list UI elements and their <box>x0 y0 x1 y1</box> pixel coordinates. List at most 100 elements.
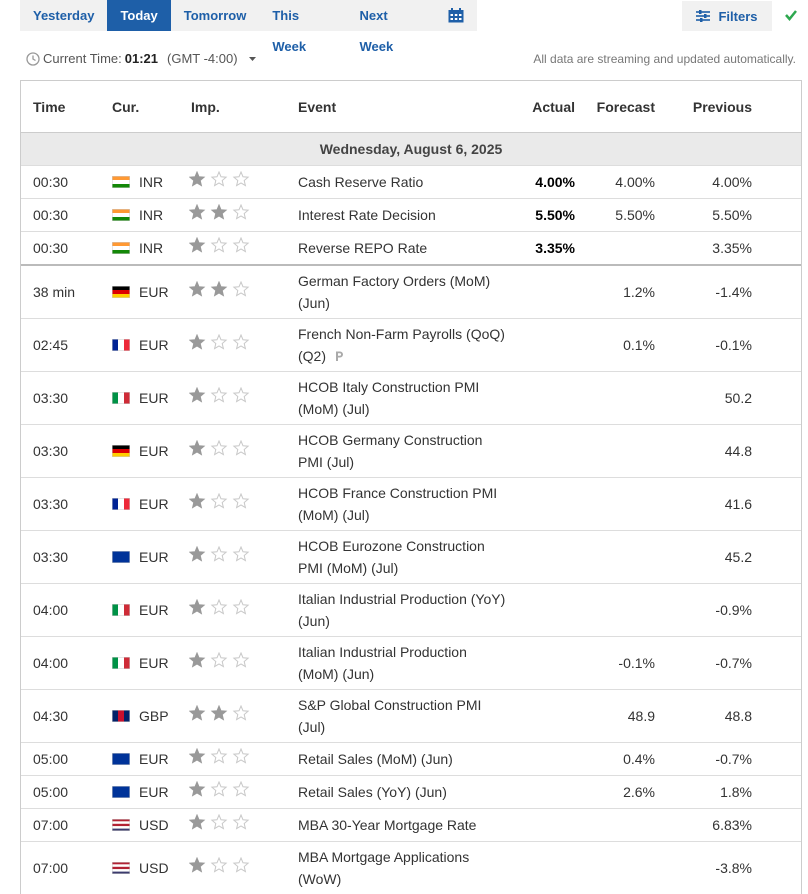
calendar-button[interactable] <box>435 0 477 31</box>
forecast <box>583 584 663 637</box>
spacer <box>764 842 801 894</box>
star-empty <box>234 815 248 829</box>
forecast <box>583 531 663 584</box>
current-time-label: Current Time: <box>43 51 122 66</box>
star-filled <box>190 494 204 508</box>
currency-code: INR <box>139 237 163 259</box>
currency: EUR <box>112 652 180 674</box>
importance <box>189 705 255 721</box>
forecast: 5.50% <box>583 199 663 232</box>
event-row[interactable]: 02:45 EUR French Non-Farm Payrolls (QoQ) (… <box>21 319 801 372</box>
importance-cell <box>181 425 286 478</box>
importance-cell <box>181 743 286 776</box>
forecast: 1.2% <box>583 265 663 319</box>
flag <box>112 242 130 254</box>
timezone-caret[interactable] <box>247 54 259 64</box>
currency: INR <box>112 171 180 193</box>
flag <box>112 819 130 831</box>
event-cell: French Non-Farm Payrolls (QoQ) (Q2) <box>286 319 511 372</box>
time: 05:00 <box>21 776 106 809</box>
flag-stripe <box>118 604 124 616</box>
flag-stripe <box>112 753 130 765</box>
spacer <box>764 199 801 232</box>
previous: -0.9% <box>663 584 764 637</box>
star-empty <box>234 600 248 614</box>
star-filled <box>190 547 204 561</box>
importance <box>189 814 255 830</box>
star-filled <box>190 238 204 252</box>
flag-stripe <box>112 213 130 217</box>
flag-stripe <box>112 498 118 510</box>
star-empty <box>212 388 226 402</box>
currency-code: EUR <box>139 781 169 803</box>
star-empty <box>234 335 248 349</box>
time: 04:30 <box>21 690 106 743</box>
flag-stripe <box>112 339 118 351</box>
event-name: S&P Global Construction PMI (Jul) <box>298 697 481 735</box>
flag-stripe <box>112 176 130 180</box>
time: 00:30 <box>21 232 106 266</box>
tab[interactable]: Tomorrow <box>171 0 260 31</box>
tab[interactable]: This Week <box>259 0 346 31</box>
filters-button[interactable]: Filters <box>682 1 772 31</box>
spacer <box>764 743 801 776</box>
star-filled <box>190 172 204 186</box>
flag-stripe <box>112 286 130 290</box>
spacer <box>764 478 801 531</box>
tab[interactable]: Today <box>107 0 170 31</box>
event-name: Reverse REPO Rate <box>298 240 427 256</box>
actual <box>511 319 583 372</box>
currency: EUR <box>112 387 180 409</box>
star-filled <box>212 706 226 720</box>
flag-stripe <box>118 498 124 510</box>
flag-stripe <box>118 657 124 669</box>
flag <box>112 862 130 874</box>
column-header: Time <box>21 81 106 133</box>
event-cell: German Factory Orders (MoM) (Jun) <box>286 265 511 319</box>
currency-cell: GBP <box>106 690 181 743</box>
currency: EUR <box>112 334 180 356</box>
importance <box>189 281 255 297</box>
star-empty <box>234 547 248 561</box>
previous: 1.8% <box>663 776 764 809</box>
timezone[interactable]: (GMT -4:00) <box>167 51 238 66</box>
time: 02:45 <box>21 319 106 372</box>
actual <box>511 265 583 319</box>
star-empty <box>212 858 226 872</box>
importance <box>189 387 255 403</box>
currency-cell: EUR <box>106 743 181 776</box>
tab[interactable]: Yesterday <box>20 0 107 31</box>
actual <box>511 842 583 894</box>
flag-stripe <box>112 217 130 221</box>
forecast <box>583 478 663 531</box>
currency-code: EUR <box>139 281 169 303</box>
importance-cell <box>181 232 286 266</box>
time: 03:30 <box>21 531 106 584</box>
tab[interactable]: Next Week <box>347 0 436 31</box>
star-empty <box>234 282 248 296</box>
actual: 4.00% <box>511 166 583 199</box>
time: 03:30 <box>21 425 106 478</box>
event-name: MBA Mortgage Applications (WoW) <box>298 849 469 887</box>
spacer <box>764 425 801 478</box>
star-empty <box>212 335 226 349</box>
importance <box>189 334 255 350</box>
time: 07:00 <box>21 809 106 842</box>
previous: -0.1% <box>663 319 764 372</box>
